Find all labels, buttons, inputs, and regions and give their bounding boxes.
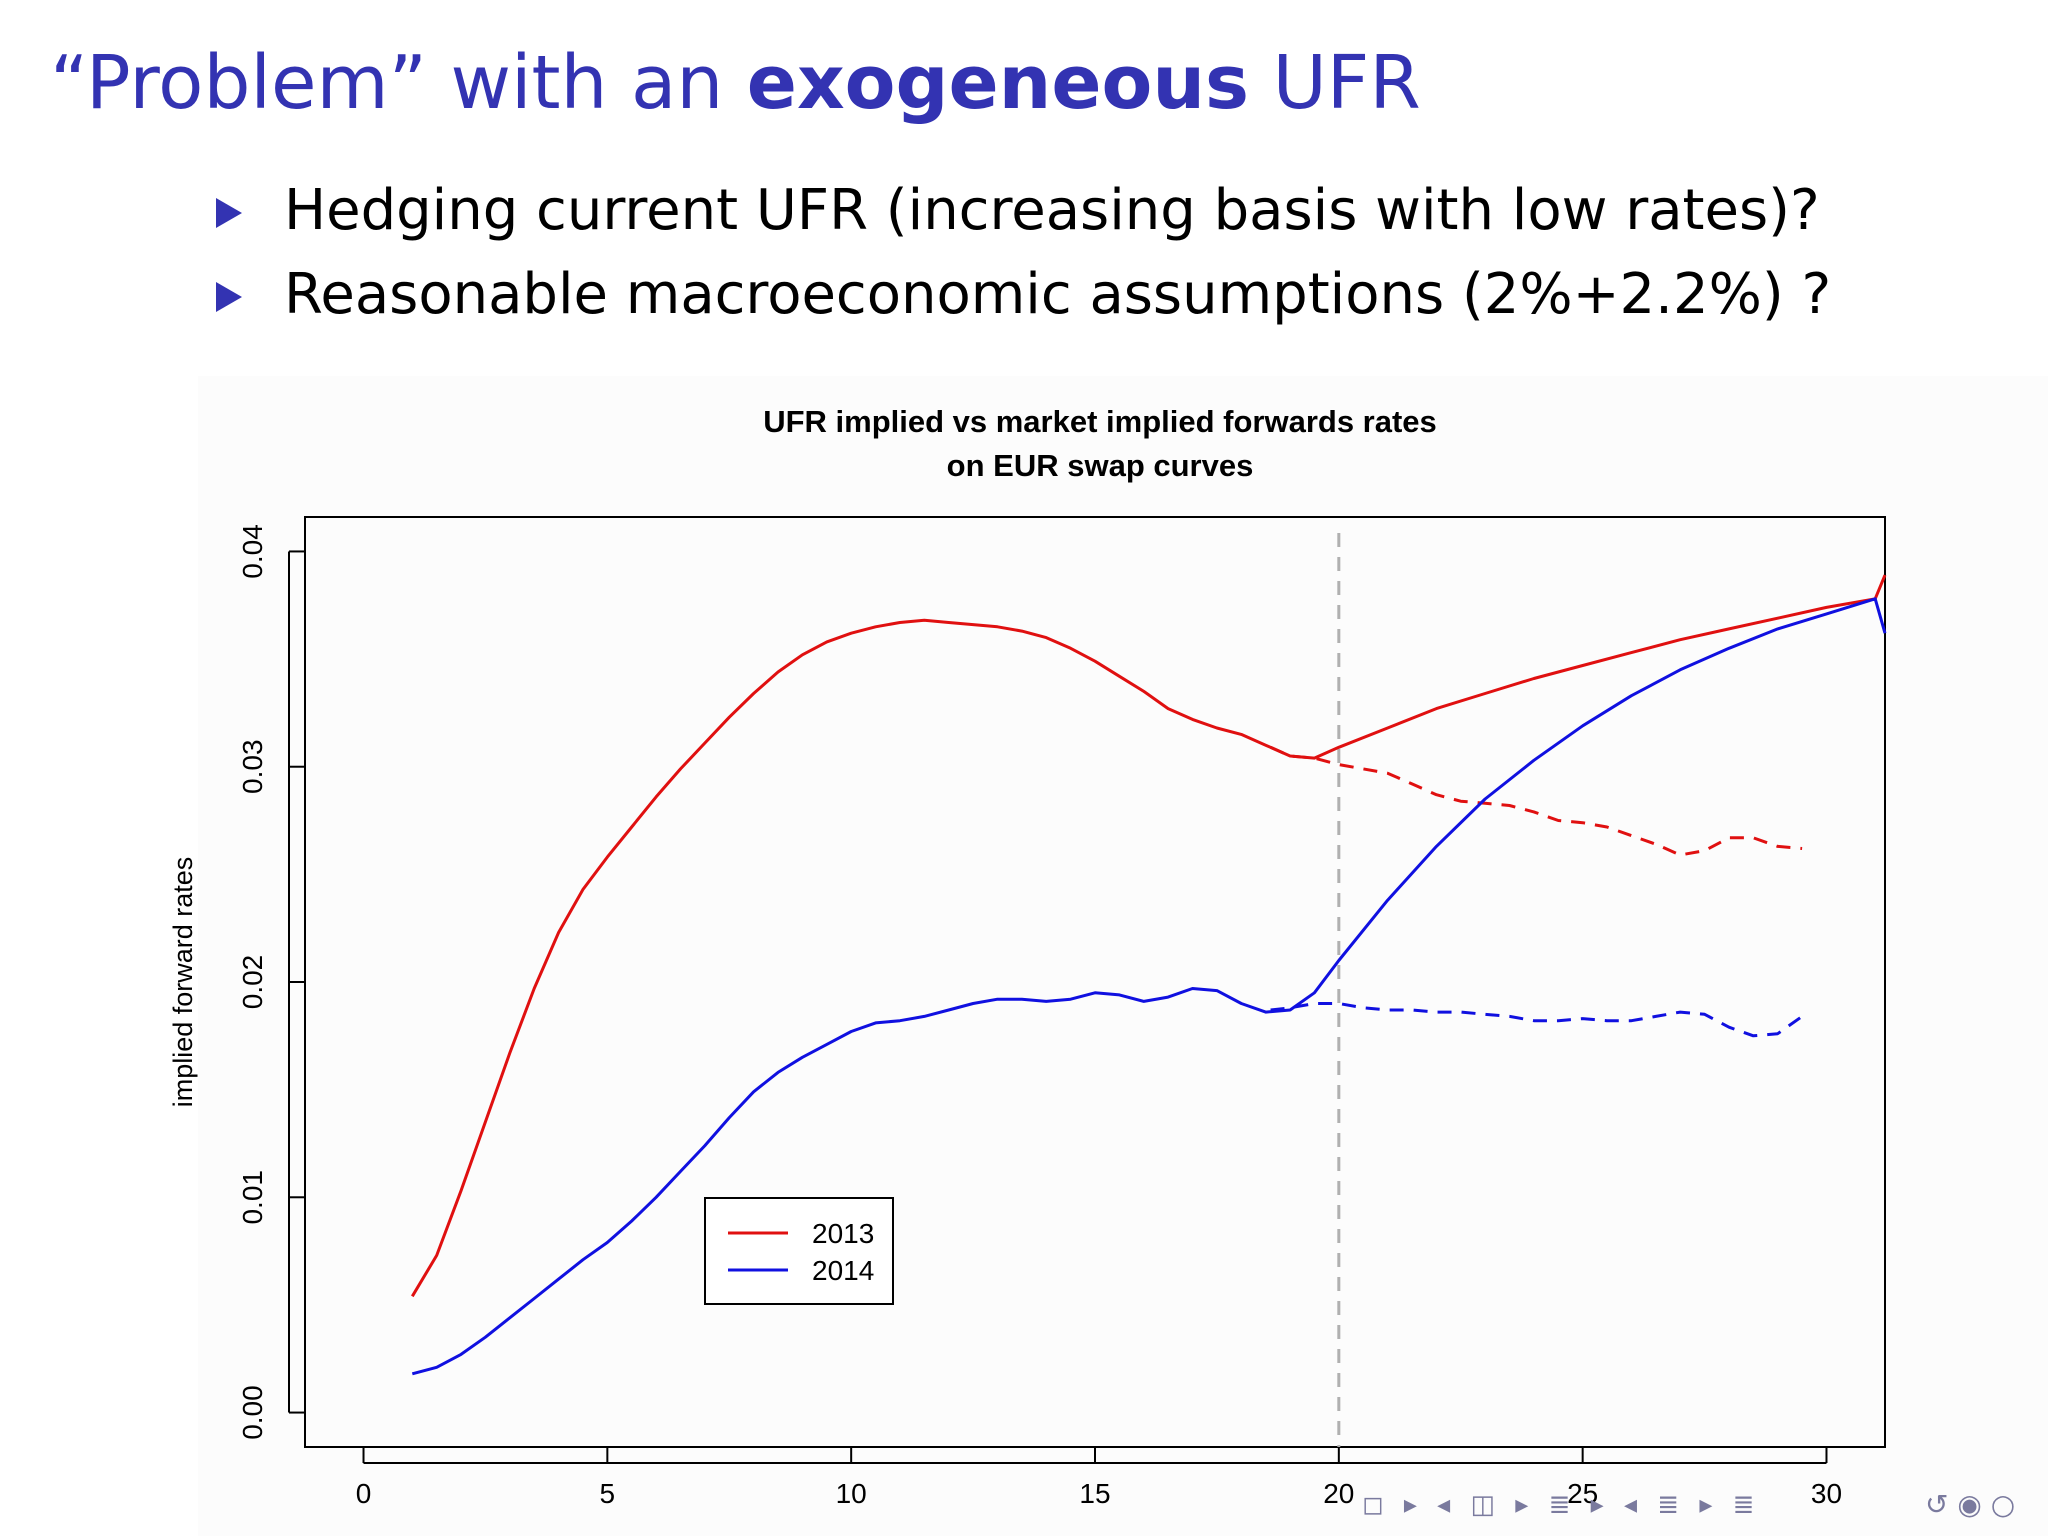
plot-frame: [304, 516, 1886, 1448]
title-pre: “Problem” with an: [50, 40, 747, 126]
chart-title-line2: on EUR swap curves: [947, 448, 1254, 483]
y-tick-label: 0.02: [237, 955, 268, 1010]
y-axis-label: implied forward rates: [168, 857, 198, 1108]
series-lines: [411, 574, 1887, 1376]
series-line-2013: [411, 574, 1887, 1298]
bullet-text: Hedging current UFR (increasing basis wi…: [284, 178, 1820, 243]
y-tick-label: 0.00: [237, 1385, 268, 1440]
series-line-2013-market: [1269, 745, 1803, 857]
bullet-text: Reasonable macroeconomic assumptions (2%…: [284, 262, 1832, 327]
title-bold: exogeneous: [746, 40, 1250, 126]
triangle-bullet-icon: [216, 198, 242, 228]
legend-label-2014: 2014: [812, 1255, 874, 1286]
x-tick-label: 20: [1323, 1478, 1354, 1509]
legend: 2013 2014: [704, 1197, 894, 1305]
series-line-2014-market: [1270, 1002, 1803, 1038]
series-line-2014: [411, 597, 1887, 1376]
x-tick-label: 10: [836, 1478, 867, 1509]
beamer-search-icons[interactable]: ↺ ◉ ○: [1925, 1488, 2016, 1521]
beamer-navigation-symbols[interactable]: ◻ ▸ ◂ ◫ ▸ ≣ ▸ ◂ ≣ ▸ ≣: [1362, 1490, 1761, 1520]
chart-title-line1: UFR implied vs market implied forwards r…: [763, 404, 1437, 439]
axes: 0 5 10 15 20 25 30 0.00 0.01 0.02 0.03 0.04: [237, 524, 1842, 1509]
x-tick-label: 25: [1567, 1478, 1598, 1509]
y-tick-label: 0.04: [237, 524, 268, 579]
slide-title: “Problem” with an exogeneous UFR: [50, 40, 1421, 126]
x-tick-label: 0: [356, 1478, 372, 1509]
x-tick-label: 5: [600, 1478, 616, 1509]
x-tick-label: 30: [1811, 1478, 1842, 1509]
figure-background: [198, 376, 2048, 1536]
x-tick-label: 15: [1079, 1478, 1110, 1509]
y-tick-label: 0.01: [237, 1170, 268, 1225]
y-tick-label: 0.03: [237, 739, 268, 794]
triangle-bullet-icon: [216, 282, 242, 312]
title-post: UFR: [1249, 40, 1421, 126]
legend-label-2013: 2013: [812, 1218, 874, 1249]
legend-box: [704, 1197, 894, 1305]
